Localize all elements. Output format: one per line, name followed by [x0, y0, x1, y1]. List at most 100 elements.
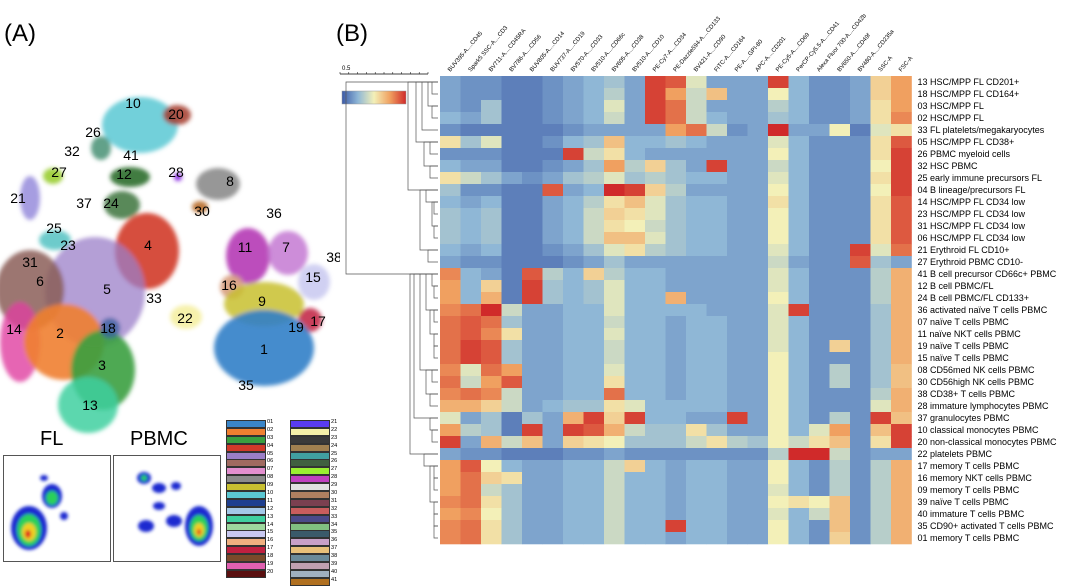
heatmap-cell — [481, 424, 502, 437]
heatmap-cell — [440, 292, 461, 305]
heatmap-cell — [665, 484, 687, 497]
heatmap-cell — [481, 184, 502, 197]
heatmap-cell — [563, 304, 584, 317]
legend-swatch-38 — [290, 554, 330, 563]
legend-label-13: 13 — [267, 513, 274, 520]
heatmap-cell — [542, 208, 564, 221]
heatmap-cell — [686, 112, 707, 125]
legend-item-04: 04 — [226, 443, 284, 452]
heatmap-cell — [563, 292, 584, 305]
heatmap-cell — [665, 460, 687, 473]
heatmap-cell — [563, 124, 584, 137]
heatmap-cell — [727, 316, 748, 329]
legend-swatch-23 — [290, 435, 330, 444]
heatmap-cell — [727, 436, 748, 449]
heatmap-cell — [727, 100, 748, 113]
heatmap-cell — [788, 172, 810, 185]
panel-label-a: (A) — [4, 20, 36, 47]
heatmap-cell — [768, 424, 789, 437]
panel-label-b: (B) — [336, 20, 368, 47]
heatmap-cell — [809, 352, 830, 365]
heatmap-cell — [747, 148, 769, 161]
legend-label-34: 34 — [331, 521, 338, 528]
heatmap-cell — [788, 436, 810, 449]
heatmap-cell — [686, 304, 707, 317]
heatmap-cell — [686, 280, 707, 293]
heatmap-cell — [686, 340, 707, 353]
umap-cluster-label-20: 20 — [168, 106, 184, 122]
row-label: 07 naïve T cells PBMC — [918, 317, 1010, 327]
heatmap-cell — [645, 376, 666, 389]
legend-label-15: 15 — [267, 529, 274, 536]
heatmap-cell — [870, 220, 892, 233]
heatmap-cell — [440, 436, 461, 449]
row-label: 13 HSC/MPP FL CD201+ — [918, 77, 1020, 87]
umap-cluster-label-5: 5 — [103, 281, 111, 297]
heatmap-cell — [604, 496, 625, 509]
heatmap-cell — [645, 232, 666, 245]
heatmap-cell — [542, 172, 564, 185]
heatmap-cell — [829, 148, 851, 161]
heatmap-cell — [788, 424, 810, 437]
heatmap-cell — [768, 400, 789, 413]
heatmap-cell — [747, 76, 769, 89]
legend-column-1: 01 02 03 04 05 06 07 08 09 10 11 12 13 14 15 16 17 18 19 20 — [226, 419, 284, 578]
heatmap-cell — [686, 244, 707, 257]
density-title-pbmc: PBMC — [130, 428, 188, 450]
heatmap-cell — [604, 160, 625, 173]
heatmap-cell — [665, 508, 687, 521]
legend-item-36: 36 — [290, 537, 348, 547]
density-plot-pbmc — [113, 455, 221, 562]
heatmap-cell — [891, 508, 912, 521]
heatmap-cell — [460, 412, 482, 425]
heatmap-cell — [788, 208, 810, 221]
legend-swatch-11 — [226, 498, 266, 507]
heatmap-cell — [747, 520, 769, 533]
heatmap-cell — [870, 340, 892, 353]
heatmap-cell — [870, 304, 892, 317]
heatmap-cell — [563, 496, 584, 509]
heatmap-cell — [891, 388, 912, 401]
heatmap-cell — [788, 76, 810, 89]
heatmap-cell — [604, 424, 625, 437]
heatmap-cell — [768, 76, 789, 89]
umap-cluster-label-1: 1 — [260, 341, 268, 357]
heatmap-cell — [522, 376, 543, 389]
heatmap-cell — [891, 532, 912, 545]
heatmap-cell — [522, 364, 543, 377]
heatmap-cell — [829, 508, 851, 521]
heatmap-cell — [747, 268, 769, 281]
heatmap-cell — [542, 220, 564, 233]
legend-swatch-27 — [290, 467, 330, 476]
heatmap-cell — [542, 268, 564, 281]
row-label: 32 HSC PBMC — [918, 161, 979, 171]
heatmap-cell — [829, 100, 851, 113]
heatmap-cell — [460, 484, 482, 497]
legend-item-23: 23 — [290, 435, 348, 444]
heatmap-cell — [522, 496, 543, 509]
heatmap-cell — [727, 448, 748, 461]
heatmap-cell — [850, 448, 871, 461]
heatmap-cell — [460, 232, 482, 245]
legend-swatch-25 — [290, 451, 330, 460]
heatmap-cell — [706, 340, 728, 353]
heatmap-cell — [829, 520, 851, 533]
heatmap-cell — [481, 148, 502, 161]
heatmap-cell — [706, 244, 728, 257]
legend-item-28: 28 — [290, 474, 348, 484]
heatmap-cell — [891, 340, 912, 353]
heatmap-cell — [686, 472, 707, 485]
heatmap-cell — [604, 484, 625, 497]
heatmap-cell — [870, 232, 892, 245]
heatmap-cell — [727, 256, 748, 269]
heatmap-cell — [481, 436, 502, 449]
heatmap-cell — [645, 148, 666, 161]
heatmap-cell — [583, 160, 605, 173]
heatmap-cell — [850, 232, 871, 245]
heatmap-cell — [583, 220, 605, 233]
heatmap-cell — [665, 496, 687, 509]
heatmap-cell — [460, 532, 482, 545]
heatmap-cell — [665, 328, 687, 341]
heatmap-cell — [809, 136, 830, 149]
heatmap-cell — [788, 256, 810, 269]
